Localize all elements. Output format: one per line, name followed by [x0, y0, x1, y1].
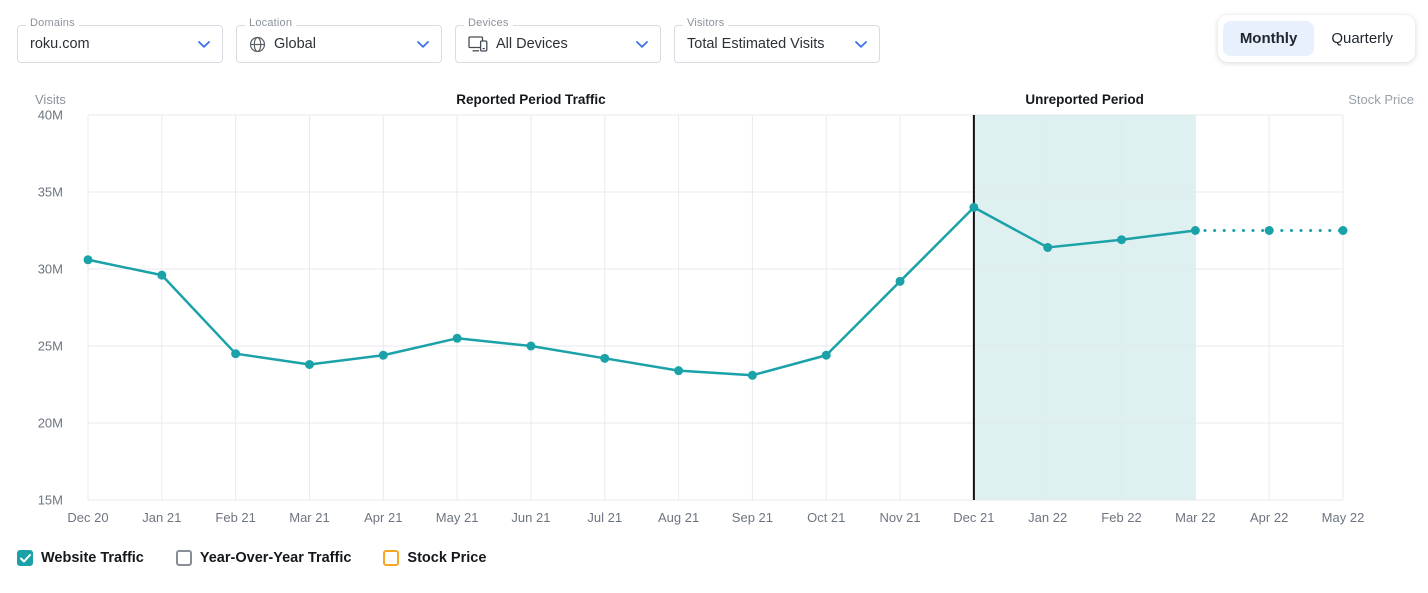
reported-period-title: Reported Period Traffic — [456, 92, 606, 107]
y-tick-label: 40M — [37, 107, 63, 123]
visitors-filter-dropdown[interactable]: Visitors Total Estimated Visits — [674, 17, 880, 63]
location-filter-value: Global — [274, 36, 316, 52]
x-tick-label: Feb 22 — [1101, 510, 1142, 525]
x-tick-label: Dec 21 — [953, 510, 995, 525]
legend-label: Year-Over-Year Traffic — [199, 550, 352, 566]
location-filter-label: Location — [245, 17, 297, 29]
x-tick-label: Oct 21 — [807, 510, 846, 525]
y-tick-label: 20M — [37, 415, 63, 431]
domains-filter-value: roku.com — [30, 36, 90, 52]
visitors-filter-label: Visitors — [683, 17, 729, 29]
chevron-down-icon — [198, 40, 210, 48]
domains-filter-dropdown[interactable]: Domains roku.com — [17, 17, 223, 63]
right-axis-label: Stock Price — [1348, 92, 1414, 107]
x-tick-label: Mar 22 — [1175, 510, 1216, 525]
x-axis-ticks: Dec 20 Jan 21 Feb 21 Mar 21 Apr 21 May 21 Jun … — [67, 510, 1364, 530]
check-icon — [19, 553, 31, 562]
globe-icon — [249, 36, 266, 53]
checkbox-website-traffic[interactable] — [17, 550, 33, 566]
x-tick-label: Jan 21 — [142, 510, 182, 525]
devices-filter-label: Devices — [464, 17, 513, 29]
quarterly-button[interactable]: Quarterly — [1314, 21, 1410, 56]
legend-item-yoy-traffic[interactable]: Year-Over-Year Traffic — [175, 550, 352, 566]
legend-item-website-traffic[interactable]: Website Traffic — [17, 550, 144, 566]
x-tick-label: May 22 — [1321, 510, 1365, 525]
checkbox-yoy-traffic[interactable] — [175, 550, 192, 566]
y-tick-label: 15M — [37, 492, 63, 508]
y-axis-ticks: 40M 35M 30M 25M 20M 15M — [0, 108, 63, 508]
devices-filter-dropdown[interactable]: Devices All Devices — [455, 17, 661, 63]
x-tick-label: Feb 21 — [215, 510, 256, 525]
chart-legend: Website Traffic Year-Over-Year Traffic S… — [17, 550, 486, 566]
legend-label: Website Traffic — [41, 550, 144, 566]
x-tick-label: Jul 21 — [587, 510, 623, 525]
y-tick-label: 30M — [37, 261, 63, 277]
domains-filter-label: Domains — [26, 17, 79, 29]
y-tick-label: 25M — [37, 338, 63, 354]
x-tick-label: Apr 21 — [364, 510, 403, 525]
legend-item-stock-price[interactable]: Stock Price — [383, 550, 486, 566]
chart-plot-area[interactable]: Reported Period Traffic Unreported Perio… — [83, 92, 1348, 501]
y-tick-label: 35M — [37, 184, 63, 200]
devices-filter-value: All Devices — [496, 36, 568, 52]
legend-label: Stock Price — [407, 550, 487, 566]
x-tick-label: Nov 21 — [879, 510, 921, 525]
x-tick-label: Apr 22 — [1250, 510, 1289, 525]
x-tick-label: Dec 20 — [67, 510, 109, 525]
x-tick-label: Aug 21 — [657, 510, 700, 525]
chevron-down-icon — [855, 40, 867, 48]
x-tick-label: Jun 21 — [511, 510, 551, 525]
filter-bar: Domains roku.com Location Global Devices — [17, 15, 1415, 63]
website-traffic-line-chart — [83, 114, 1348, 501]
monthly-button[interactable]: Monthly — [1222, 21, 1315, 56]
x-tick-label: May 21 — [435, 510, 479, 525]
checkbox-stock-price[interactable] — [383, 550, 400, 566]
chevron-down-icon — [636, 40, 648, 48]
unreported-period-title: Unreported Period — [1025, 92, 1144, 107]
visitors-filter-value: Total Estimated Visits — [687, 36, 825, 52]
devices-icon — [468, 36, 488, 52]
chevron-down-icon — [417, 40, 429, 48]
x-tick-label: Mar 21 — [289, 510, 330, 525]
period-toggle: Monthly Quarterly — [1217, 15, 1415, 62]
x-tick-label: Sep 21 — [731, 510, 774, 525]
x-tick-label: Jan 22 — [1028, 510, 1068, 525]
y-axis-label: Visits — [35, 92, 66, 107]
location-filter-dropdown[interactable]: Location Global — [236, 17, 442, 63]
